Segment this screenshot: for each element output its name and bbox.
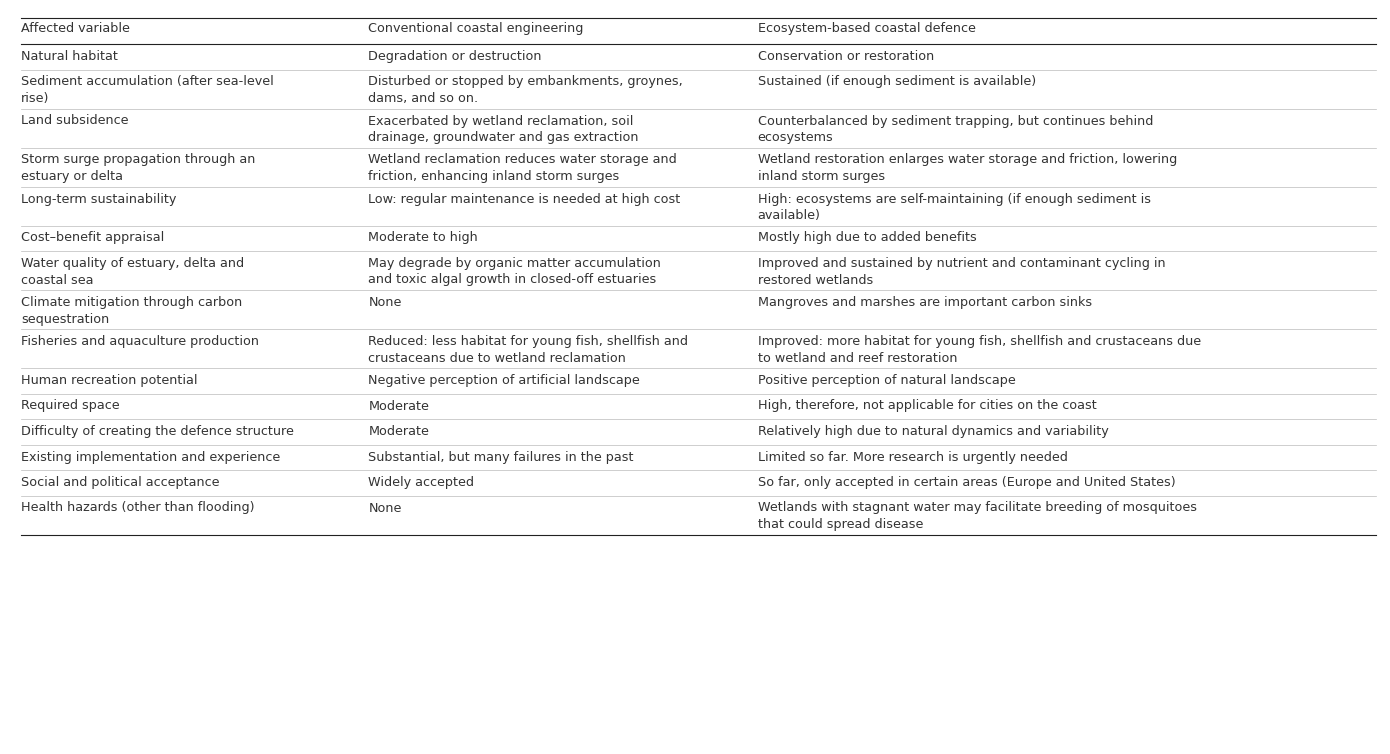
Text: Sediment accumulation (after sea-level
rise): Sediment accumulation (after sea-level r… (21, 75, 274, 105)
Text: Improved and sustained by nutrient and contaminant cycling in
restored wetlands: Improved and sustained by nutrient and c… (758, 257, 1165, 287)
Text: Water quality of estuary, delta and
coastal sea: Water quality of estuary, delta and coas… (21, 257, 245, 287)
Text: Wetland restoration enlarges water storage and friction, lowering
inland storm s: Wetland restoration enlarges water stora… (758, 154, 1177, 183)
Text: High: ecosystems are self-maintaining (if enough sediment is
available): High: ecosystems are self-maintaining (i… (758, 192, 1151, 222)
Text: Human recreation potential: Human recreation potential (21, 374, 197, 387)
Text: Wetlands with stagnant water may facilitate breeding of mosquitoes
that could sp: Wetlands with stagnant water may facilit… (758, 501, 1197, 531)
Text: Ecosystem-based coastal defence: Ecosystem-based coastal defence (758, 22, 976, 35)
Text: Degradation or destruction: Degradation or destruction (368, 50, 542, 63)
Text: May degrade by organic matter accumulation
and toxic algal growth in closed-off : May degrade by organic matter accumulati… (368, 257, 662, 287)
Text: Fisheries and aquaculture production: Fisheries and aquaculture production (21, 335, 259, 348)
Text: Affected variable: Affected variable (21, 22, 129, 35)
Text: Reduced: less habitat for young fish, shellfish and
crustaceans due to wetland r: Reduced: less habitat for young fish, sh… (368, 335, 688, 364)
Text: Improved: more habitat for young fish, shellfish and crustaceans due
to wetland : Improved: more habitat for young fish, s… (758, 335, 1201, 364)
Text: None: None (368, 501, 402, 514)
Text: Cost–benefit appraisal: Cost–benefit appraisal (21, 231, 164, 244)
Text: None: None (368, 296, 402, 309)
Text: Counterbalanced by sediment trapping, but continues behind
ecosystems: Counterbalanced by sediment trapping, bu… (758, 115, 1152, 144)
Text: Sustained (if enough sediment is available): Sustained (if enough sediment is availab… (758, 75, 1036, 88)
Text: Conventional coastal engineering: Conventional coastal engineering (368, 22, 584, 35)
Text: Wetland reclamation reduces water storage and
friction, enhancing inland storm s: Wetland reclamation reduces water storag… (368, 154, 677, 183)
Text: Positive perception of natural landscape: Positive perception of natural landscape (758, 374, 1015, 387)
Text: Storm surge propagation through an
estuary or delta: Storm surge propagation through an estua… (21, 154, 256, 183)
Text: Long-term sustainability: Long-term sustainability (21, 192, 177, 206)
Text: Conservation or restoration: Conservation or restoration (758, 50, 934, 63)
Text: Widely accepted: Widely accepted (368, 476, 474, 489)
Text: Mangroves and marshes are important carbon sinks: Mangroves and marshes are important carb… (758, 296, 1091, 309)
Text: Disturbed or stopped by embankments, groynes,
dams, and so on.: Disturbed or stopped by embankments, gro… (368, 75, 682, 105)
Text: Natural habitat: Natural habitat (21, 50, 118, 63)
Text: Social and political acceptance: Social and political acceptance (21, 476, 220, 489)
Text: Relatively high due to natural dynamics and variability: Relatively high due to natural dynamics … (758, 425, 1108, 438)
Text: Existing implementation and experience: Existing implementation and experience (21, 450, 281, 464)
Text: Moderate: Moderate (368, 425, 430, 438)
Text: Negative perception of artificial landscape: Negative perception of artificial landsc… (368, 374, 641, 387)
Text: Climate mitigation through carbon
sequestration: Climate mitigation through carbon seques… (21, 296, 242, 326)
Text: Moderate to high: Moderate to high (368, 231, 478, 244)
Text: Limited so far. More research is urgently needed: Limited so far. More research is urgentl… (758, 450, 1068, 464)
Text: Substantial, but many failures in the past: Substantial, but many failures in the pa… (368, 450, 634, 464)
Text: Moderate: Moderate (368, 400, 430, 412)
Text: So far, only accepted in certain areas (Europe and United States): So far, only accepted in certain areas (… (758, 476, 1175, 489)
Text: Low: regular maintenance is needed at high cost: Low: regular maintenance is needed at hi… (368, 192, 681, 206)
Text: Land subsidence: Land subsidence (21, 115, 128, 127)
Text: Difficulty of creating the defence structure: Difficulty of creating the defence struc… (21, 425, 293, 438)
Text: Health hazards (other than flooding): Health hazards (other than flooding) (21, 501, 254, 514)
Text: Required space: Required space (21, 400, 120, 412)
Text: Mostly high due to added benefits: Mostly high due to added benefits (758, 231, 976, 244)
Text: Exacerbated by wetland reclamation, soil
drainage, groundwater and gas extractio: Exacerbated by wetland reclamation, soil… (368, 115, 639, 144)
Text: High, therefore, not applicable for cities on the coast: High, therefore, not applicable for citi… (758, 400, 1097, 412)
